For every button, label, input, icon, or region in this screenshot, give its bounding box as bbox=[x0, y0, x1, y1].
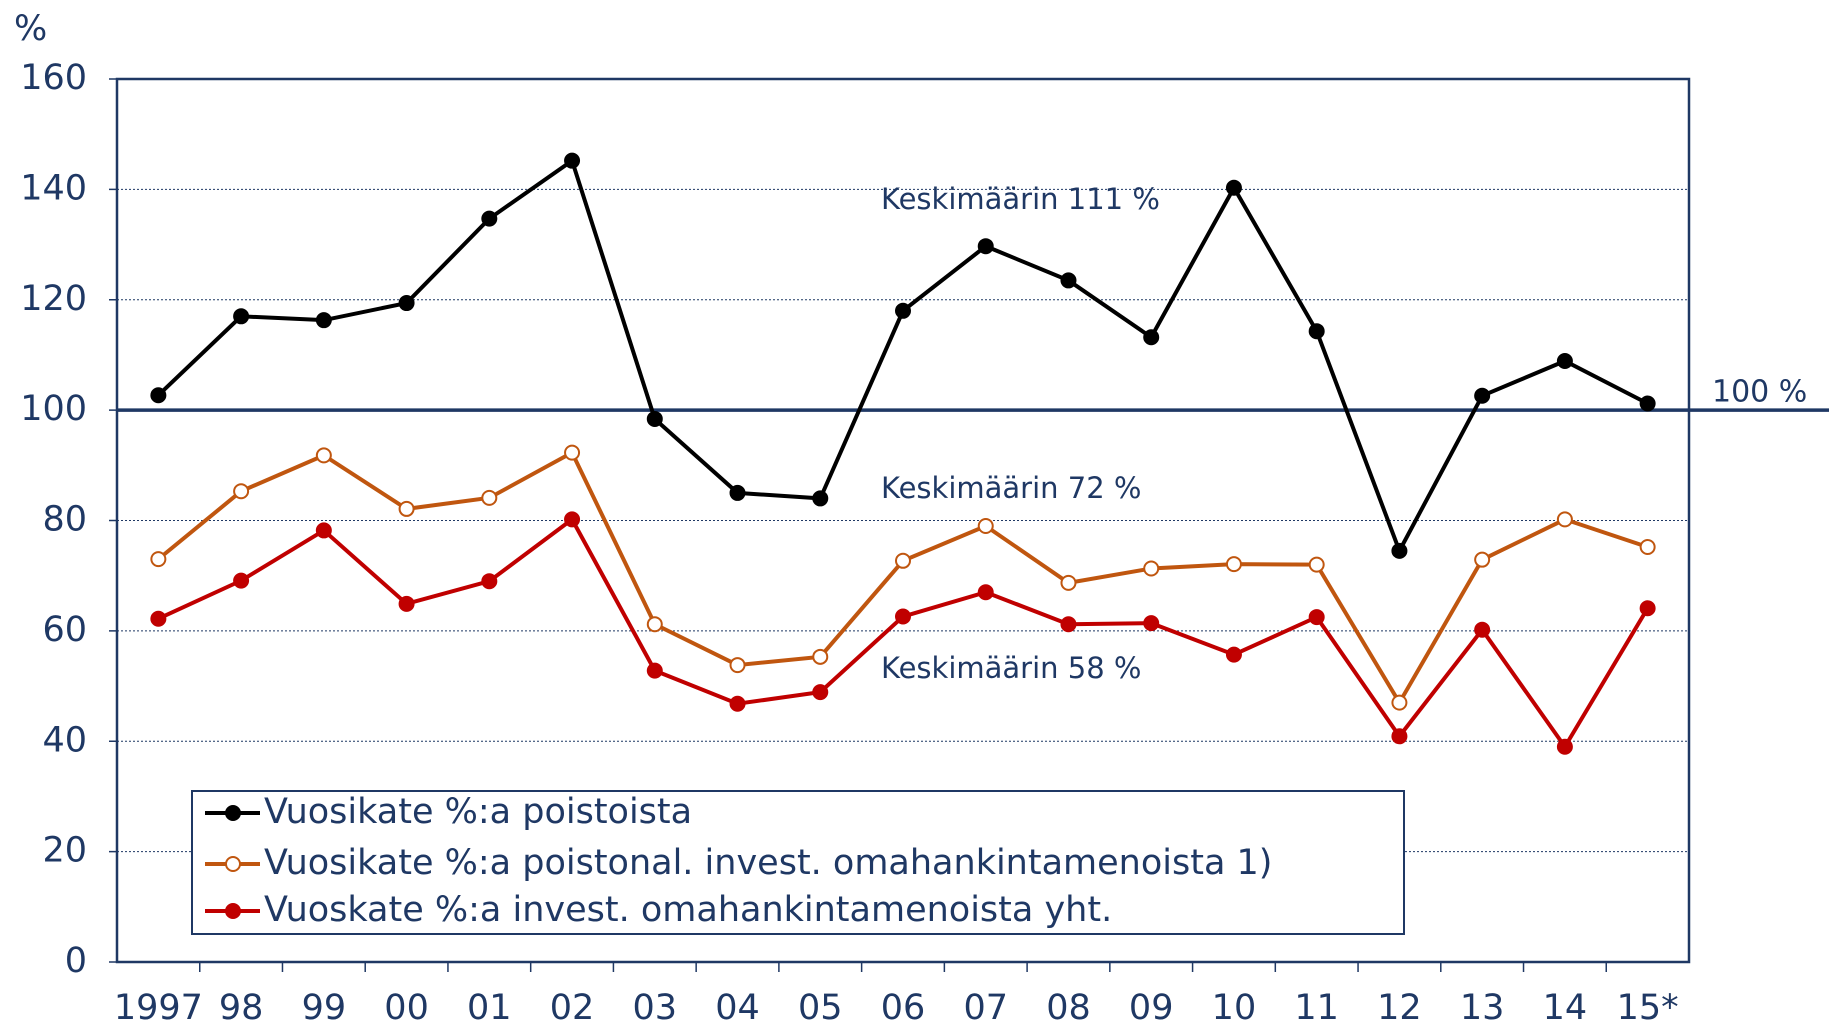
x-tick-label: 1997 bbox=[114, 988, 203, 1027]
x-tick-label: 07 bbox=[963, 988, 1008, 1027]
data-point bbox=[1639, 538, 1656, 555]
legend-marker bbox=[225, 856, 241, 872]
data-point bbox=[977, 518, 994, 535]
x-tick-label: 00 bbox=[384, 988, 429, 1027]
y-tick-label: 40 bbox=[42, 720, 87, 760]
data-point bbox=[977, 584, 994, 601]
y-tick-label: 20 bbox=[42, 831, 87, 871]
data-point bbox=[895, 608, 911, 625]
data-point bbox=[233, 483, 250, 500]
x-tick-label: 99 bbox=[302, 988, 347, 1027]
y-tick-label: 60 bbox=[42, 610, 87, 650]
data-point bbox=[315, 447, 332, 464]
y-tick-label: 120 bbox=[20, 279, 87, 319]
y-tick-label: 100 bbox=[20, 389, 87, 429]
x-tick-label: 14 bbox=[1543, 988, 1588, 1027]
y-tick-label: 0 bbox=[65, 941, 87, 981]
data-point bbox=[895, 302, 911, 319]
x-tick-label: 02 bbox=[550, 988, 595, 1027]
data-point bbox=[1556, 353, 1573, 370]
y-axis-label: % bbox=[14, 9, 47, 49]
data-point bbox=[895, 552, 911, 569]
data-point bbox=[729, 484, 746, 501]
data-point bbox=[646, 662, 663, 679]
data-point bbox=[233, 572, 250, 589]
x-tick-label: 11 bbox=[1294, 988, 1339, 1027]
data-point bbox=[1308, 556, 1325, 573]
data-point bbox=[1308, 323, 1325, 340]
y-tick-label: 160 bbox=[20, 58, 87, 98]
data-point bbox=[315, 522, 332, 539]
data-point bbox=[564, 511, 581, 528]
y-tick-label: 80 bbox=[42, 500, 87, 540]
x-tick-label: 98 bbox=[219, 988, 264, 1027]
legend-label: Vuosikate %:a poistoista bbox=[264, 792, 692, 832]
data-point bbox=[977, 238, 994, 255]
data-point bbox=[150, 387, 167, 404]
y-tick-label: 140 bbox=[20, 168, 87, 208]
x-tick-label: 13 bbox=[1460, 988, 1505, 1027]
data-point bbox=[1143, 615, 1160, 632]
annotation: Keskimäärin 111 % bbox=[881, 182, 1160, 216]
data-point bbox=[564, 444, 581, 461]
data-point bbox=[646, 616, 663, 633]
legend-marker bbox=[225, 805, 241, 821]
x-tick-label: 01 bbox=[467, 988, 512, 1027]
x-tick-label: 10 bbox=[1212, 988, 1257, 1027]
annotation: Keskimäärin 72 % bbox=[881, 471, 1141, 505]
data-point bbox=[1391, 542, 1408, 559]
data-point bbox=[398, 500, 415, 517]
data-point bbox=[1391, 694, 1408, 711]
x-tick-label: 09 bbox=[1129, 988, 1174, 1027]
data-point bbox=[564, 152, 581, 169]
data-point bbox=[1143, 560, 1160, 577]
data-point bbox=[233, 308, 250, 325]
data-point bbox=[1556, 738, 1573, 755]
data-point bbox=[729, 695, 746, 712]
data-point bbox=[1391, 728, 1408, 745]
data-point bbox=[812, 490, 829, 507]
data-point bbox=[812, 684, 829, 701]
x-tick-label: 04 bbox=[715, 988, 760, 1027]
data-point bbox=[1225, 646, 1242, 663]
data-point bbox=[1060, 616, 1077, 633]
data-point bbox=[1143, 329, 1160, 346]
data-point bbox=[481, 573, 498, 590]
legend-box bbox=[191, 790, 1405, 935]
data-point bbox=[812, 648, 829, 665]
data-point bbox=[1474, 621, 1491, 638]
data-point bbox=[646, 410, 663, 427]
data-point bbox=[1474, 551, 1491, 568]
data-point bbox=[315, 312, 332, 329]
legend-marker bbox=[225, 903, 241, 919]
reference-label: 100 % bbox=[1712, 375, 1807, 410]
data-point bbox=[398, 295, 415, 312]
x-tick-label: 12 bbox=[1377, 988, 1422, 1027]
data-point bbox=[1225, 556, 1242, 573]
data-point bbox=[1060, 574, 1077, 591]
x-tick-label: 08 bbox=[1046, 988, 1091, 1027]
x-tick-label: 05 bbox=[798, 988, 843, 1027]
annotation: Keskimäärin 58 % bbox=[881, 651, 1141, 685]
x-tick-label: 15* bbox=[1617, 988, 1679, 1027]
data-point bbox=[481, 210, 498, 227]
data-point bbox=[1639, 600, 1656, 617]
data-point bbox=[1556, 511, 1573, 528]
legend-label: Vuoskate %:a invest. omahankintamenoista… bbox=[264, 890, 1112, 930]
data-point bbox=[1225, 179, 1242, 196]
legend-label: Vuosikate %:a poistonal. invest. omahank… bbox=[264, 843, 1272, 883]
x-tick-label: 03 bbox=[633, 988, 678, 1027]
data-point bbox=[1308, 609, 1325, 626]
x-tick-label: 06 bbox=[881, 988, 926, 1027]
data-point bbox=[150, 610, 167, 627]
data-point bbox=[1639, 395, 1656, 412]
data-point bbox=[398, 595, 415, 612]
data-point bbox=[481, 489, 498, 506]
data-point bbox=[1060, 272, 1077, 289]
data-point bbox=[1474, 387, 1491, 404]
plot-frame bbox=[115, 77, 1691, 964]
data-point bbox=[150, 551, 167, 568]
data-point bbox=[729, 657, 746, 674]
